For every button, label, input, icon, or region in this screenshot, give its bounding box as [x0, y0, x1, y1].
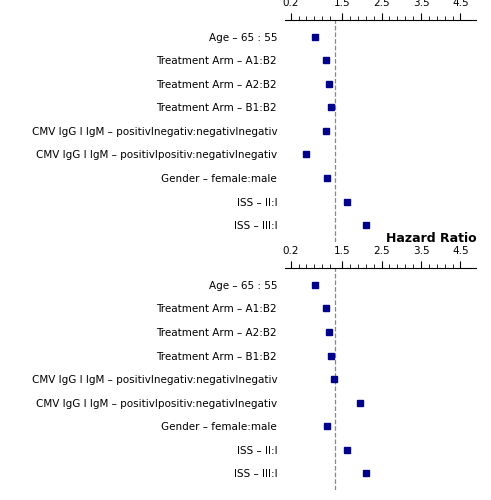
Text: Hazard Ratio: Hazard Ratio [385, 232, 476, 245]
